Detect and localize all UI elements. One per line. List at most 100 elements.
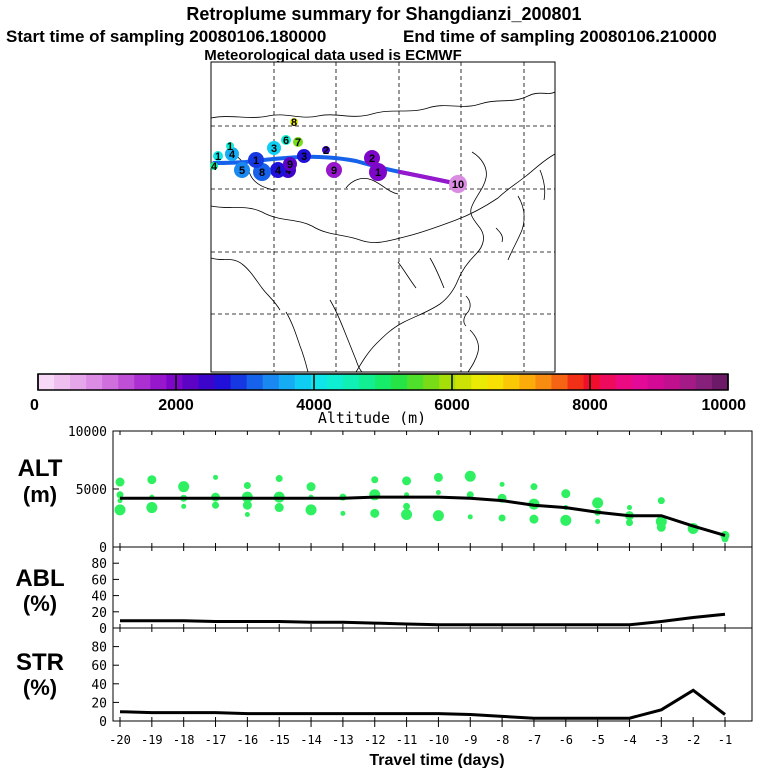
colorbar-swatch <box>439 374 456 390</box>
alt-member-point <box>114 504 126 516</box>
colorbar-swatch <box>455 374 472 390</box>
colorbar-swatch <box>294 374 312 390</box>
colorbar-swatch <box>310 374 328 390</box>
alt-member-point <box>529 514 539 524</box>
colorbar-swatch <box>471 374 488 390</box>
colorbar-tick-label: 4000 <box>296 397 332 414</box>
colorbar-swatch <box>86 374 103 390</box>
str-y-axis: 0 20 40 60 80 <box>91 628 726 730</box>
colorbar-swatch <box>631 374 649 390</box>
colorbar-swatch <box>407 374 424 390</box>
alt-member-point <box>432 510 444 522</box>
alt-member-point <box>243 482 251 490</box>
trajectory-marker <box>281 135 291 145</box>
alt-member-point <box>116 491 124 499</box>
str-line <box>119 688 726 720</box>
alt-member-point <box>530 483 538 491</box>
alt-member-point <box>275 475 283 483</box>
alt-member-point <box>401 509 413 521</box>
trajectory-marker-label: 1 <box>227 141 233 153</box>
colorbar-swatch <box>535 374 552 390</box>
colorbar-swatch <box>391 374 408 390</box>
colorbar-swatch <box>118 374 135 390</box>
x-tick-label: -18 <box>173 733 195 747</box>
colorbar-swatch <box>423 374 440 390</box>
colorbar-swatch <box>198 374 216 390</box>
x-tick-label: -12 <box>364 733 386 747</box>
colorbar-swatch <box>679 374 697 390</box>
alt-member-point <box>499 481 505 487</box>
trajectory-marker-label: 2 <box>369 153 375 165</box>
colorbar-swatch <box>214 374 232 390</box>
alt-member-point <box>625 519 633 527</box>
trajectory-marker <box>297 149 311 163</box>
x-tick-label: -2 <box>686 733 700 747</box>
alt-member-point <box>403 502 411 510</box>
colorbar-swatch <box>374 374 392 390</box>
alt-mean-line <box>120 495 726 537</box>
x-tick-label: -9 <box>463 733 477 747</box>
alt-member-point <box>467 514 473 520</box>
trajectory-marker <box>226 142 234 150</box>
trajectory-marker-label: 5 <box>239 165 245 177</box>
colorbar-swatch <box>647 374 665 390</box>
trajectory-marker <box>267 141 281 155</box>
alt-member-point <box>656 522 666 532</box>
trajectory-marker <box>225 147 239 161</box>
trajectory-marker-label: 4 <box>229 149 236 161</box>
trajectory-marker-label: 7 <box>295 137 301 149</box>
alt-member-point <box>242 500 252 510</box>
trajectory-marker <box>369 163 387 181</box>
str-panel-frame <box>112 627 753 722</box>
end-time-label: End time of sampling 20080106.210000 <box>403 27 717 46</box>
x-tick-label: -10 <box>428 733 450 747</box>
colorbar-swatch <box>519 374 536 390</box>
colorbar-tick-label: 10000 <box>702 397 747 414</box>
x-tick-label: -16 <box>237 733 259 747</box>
alt-ylabel-line2: (m) <box>23 482 57 507</box>
alt-member-point <box>244 512 250 518</box>
coastlines-borders <box>210 91 556 373</box>
alt-panel-frame <box>112 430 753 548</box>
x-tick-label: -13 <box>332 733 354 747</box>
colorbar-tick-label: 2000 <box>158 397 194 414</box>
trajectory-marker-label: 9 <box>287 159 293 171</box>
colorbar-swatch <box>711 374 729 390</box>
trajectory-marker-label: 6 <box>283 135 289 147</box>
y-tick-label: 40 <box>91 678 107 693</box>
colorbar-tick-label: 6000 <box>434 397 470 414</box>
abl-ylabel-line2: (%) <box>23 591 57 616</box>
alt-member-point <box>146 502 158 514</box>
colorbar-swatch <box>182 374 199 390</box>
x-tick-label: -7 <box>527 733 541 747</box>
y-tick-label: 60 <box>91 659 107 674</box>
x-tick-label: -8 <box>495 733 509 747</box>
alt-member-point <box>340 510 346 516</box>
chart-title: Retroplume summary for Shangdianzi_20080… <box>186 4 581 24</box>
colorbar-swatch <box>262 374 280 390</box>
colorbar-axis-label: Altitude (m) <box>318 409 426 427</box>
y-tick-label: 5000 <box>76 483 107 498</box>
colorbar-swatch <box>150 374 167 390</box>
y-tick-label: 0 <box>99 541 107 556</box>
x-tick-label: -19 <box>141 733 163 747</box>
colorbar-swatch <box>583 374 601 390</box>
trajectory-marker <box>248 152 264 168</box>
colorbar-swatch <box>54 374 71 390</box>
colorbar-ticks: 0 2000 4000 6000 8000 10000 <box>30 374 746 414</box>
alt-member-points <box>114 470 730 543</box>
trajectory-marker-label: 2 <box>323 145 329 157</box>
colorbar-swatch <box>358 374 376 390</box>
alt-member-point <box>115 477 125 487</box>
colorbar-swatch <box>487 374 504 390</box>
colorbar-swatch <box>342 374 360 390</box>
trajectory-marker <box>290 118 298 126</box>
colorbar-swatch <box>134 374 151 390</box>
alt-member-point <box>212 501 220 509</box>
meteorological-data-label: Meteorological data used is ECMWF <box>204 47 462 64</box>
alt-member-point <box>560 514 572 526</box>
colorbar-swatch <box>70 374 87 390</box>
colorbar-swatch <box>503 374 520 390</box>
